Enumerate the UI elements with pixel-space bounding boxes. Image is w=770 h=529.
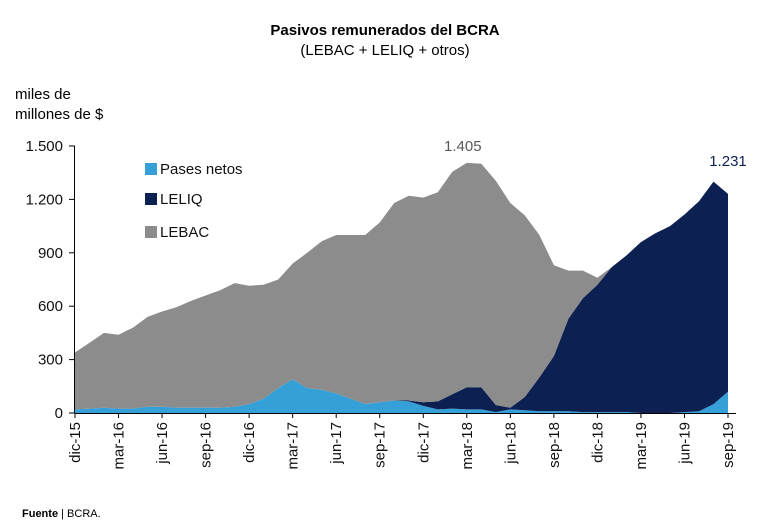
x-tick-label: sep-18 (546, 422, 563, 468)
x-tick-label: dic-16 (241, 422, 258, 463)
x-tick-label: jun-17 (328, 422, 345, 465)
x-tick-label: jun-16 (154, 422, 171, 465)
source-separator: | (58, 508, 68, 520)
x-tick-label: mar-16 (111, 422, 128, 470)
x-tick-label: dic-15 (67, 422, 84, 463)
legend-label-leliq: LELIQ (160, 191, 203, 208)
y-tick-label: 300 (38, 352, 63, 369)
y-tick-label: 0 (55, 405, 63, 422)
chart-area: 0 300 600 900 1.200 1.500 dic-15 mar-16 jun-16 se… (25, 138, 747, 470)
y-axis-label-line1: miles de (15, 86, 71, 103)
source-note: Fuente | BCRA. (22, 508, 101, 520)
peak-annotation: 1.231 (709, 153, 747, 170)
source-label: Fuente (22, 508, 59, 520)
legend-swatch-pases-netos (145, 163, 157, 175)
y-tick-label: 1.500 (25, 138, 63, 155)
x-tick-label: dic-18 (589, 422, 606, 463)
legend-label-lebac: LEBAC (160, 224, 209, 241)
chart-title: Pasivos remunerados del BCRA (270, 22, 500, 39)
legend-swatch-leliq (145, 193, 157, 205)
peak-annotation: 1.405 (444, 138, 482, 155)
legend-label-pases-netos: Pases netos (160, 161, 243, 178)
x-tick-label: sep-17 (372, 422, 389, 468)
y-tick-label: 1.200 (25, 191, 63, 208)
series-area-leliq (75, 181, 728, 413)
y-axis-label-line2: millones de $ (15, 106, 104, 123)
x-tick-label: jun-19 (676, 422, 693, 465)
series-area-pases-netos (75, 379, 728, 413)
x-tick-label: dic-17 (415, 422, 432, 463)
x-tick-label: mar-18 (459, 422, 476, 470)
x-tick-label: mar-19 (633, 422, 650, 470)
x-tick-label: sep-19 (720, 422, 737, 468)
source-text: BCRA. (67, 508, 101, 520)
x-tick-label: jun-18 (502, 422, 519, 465)
series-area-lebac (75, 162, 728, 410)
chart-subtitle: (LEBAC + LELIQ + otros) (300, 42, 470, 59)
x-tick-label: sep-16 (198, 422, 215, 468)
y-tick-label: 600 (38, 298, 63, 315)
y-tick-label: 900 (38, 245, 63, 262)
legend-swatch-lebac (145, 226, 157, 238)
x-tick-label: mar-17 (285, 422, 302, 470)
